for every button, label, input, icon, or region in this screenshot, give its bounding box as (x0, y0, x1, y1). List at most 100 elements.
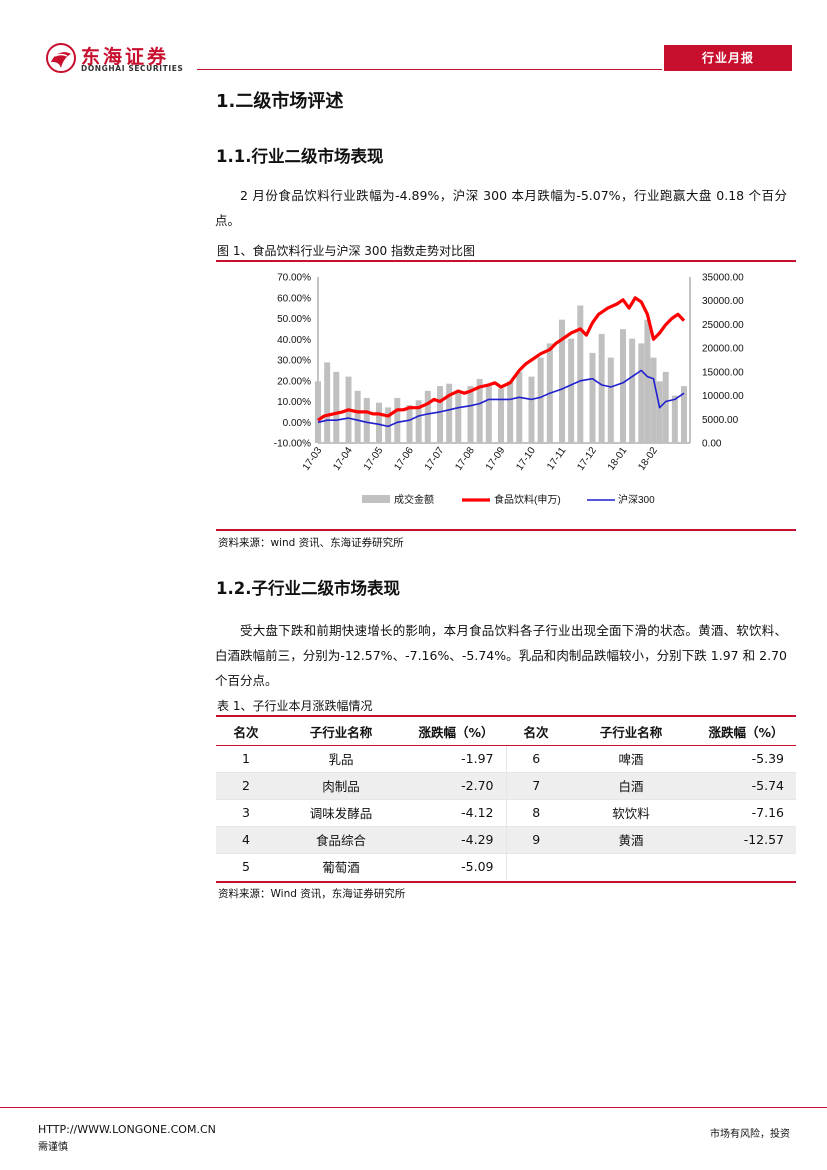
table-row: 4 食品综合 -4.29 9 黄酒 -12.57 (216, 826, 796, 854)
volume-bar (498, 388, 504, 443)
change-cell (696, 853, 796, 880)
change-cell: -1.97 (406, 745, 507, 773)
volume-bar (650, 357, 657, 443)
volume-bar (620, 329, 626, 443)
y-left-tick-label: 10.00% (277, 397, 311, 408)
table-header-cell: 涨跌幅（%） (696, 718, 796, 746)
table-header-cell: 涨跌幅（%） (406, 718, 506, 746)
table-row: 3 调味发酵品 -4.12 8 软饮料 -7.16 (216, 799, 796, 827)
section-title: 1.二级市场评述 (216, 91, 344, 112)
subindustry-cell: 啤酒 (566, 745, 696, 773)
legend-hs300-label: 沪深300 (618, 493, 655, 506)
y-right-tick-label: 30000.00 (702, 296, 744, 307)
x-tick-label: 17-04 (331, 445, 355, 473)
x-tick-label: 17-12 (575, 445, 599, 473)
volume-bar (376, 402, 382, 443)
y-right-tick-label: 15000.00 (702, 367, 744, 378)
table-header-cell: 名次 (216, 718, 276, 746)
rank-cell: 9 (506, 826, 566, 854)
volume-bar (537, 357, 544, 443)
footer-url-link[interactable]: HTTP://WWW.LONGONE.COM.CN (38, 1123, 216, 1136)
subindustry-cell: 黄酒 (566, 826, 696, 854)
volume-bar (315, 381, 321, 443)
hs300-line (317, 369, 685, 428)
table-header-cell: 名次 (506, 718, 566, 746)
x-tick-label: 17-06 (392, 445, 416, 473)
volume-bar (467, 386, 474, 443)
rank-cell: 4 (216, 826, 276, 854)
y-right-tick-label: 10000.00 (702, 391, 744, 402)
table-caption: 表 1、子行业本月涨跌幅情况 (217, 699, 373, 713)
table-row: 2 肉制品 -2.70 7 白酒 -5.74 (216, 772, 796, 800)
report-type-badge: 行业月报 (664, 45, 792, 71)
change-cell: -5.74 (696, 772, 796, 800)
volume-bar (394, 397, 401, 443)
volume-bar (528, 376, 535, 443)
volume-bar (638, 343, 645, 443)
y-right-tick-label: 35000.00 (702, 273, 744, 284)
volume-bar (446, 383, 453, 443)
figure-bottom-rule (216, 529, 796, 531)
paragraph-1-2: 受大盘下跌和前期快速增长的影响，本月食品饮料各子行业出现全面下滑的状态。黄酒、软… (215, 623, 787, 688)
rank-cell: 1 (216, 745, 276, 773)
legend-food-label: 食品饮料(申万) (494, 493, 561, 506)
subindustry-cell: 乳品 (276, 745, 406, 773)
rank-cell: 3 (216, 799, 276, 827)
volume-bar (437, 386, 443, 443)
x-tick-label: 17-11 (545, 445, 569, 472)
y-left-tick-label: 30.00% (277, 356, 311, 367)
table-bottom-rule (216, 881, 796, 883)
y-right-tick-label: 20000.00 (702, 344, 744, 355)
y-right-tick-label: 25000.00 (702, 320, 744, 331)
table-header-cell: 子行业名称 (566, 718, 696, 746)
volume-bar (607, 357, 614, 443)
y-left-tick-label: 70.00% (277, 273, 311, 284)
change-cell: -7.16 (696, 799, 796, 827)
volume-bar (354, 390, 361, 443)
table-source: 资料来源：Wind 资讯，东海证券研究所 (218, 888, 406, 900)
y-left-tick-label: 40.00% (277, 335, 311, 346)
volume-bar (507, 381, 514, 443)
volume-bar (324, 362, 331, 443)
volume-bar (589, 352, 596, 443)
change-cell: -5.39 (696, 745, 796, 773)
x-tick-label: 18-01 (606, 445, 630, 473)
volume-bar (333, 371, 340, 443)
x-tick-label: 17-10 (514, 445, 538, 473)
volume-bar (363, 397, 370, 443)
y-left-tick-label: 0.00% (283, 418, 311, 429)
figure-top-rule (216, 260, 796, 262)
table-row: 5 葡萄酒 -5.09 (216, 853, 796, 880)
company-logo: 东海证券 DONGHAI SECURITIES (45, 42, 195, 78)
volume-bar (671, 395, 678, 443)
subindustry-cell (566, 853, 696, 880)
x-tick-label: 17-05 (362, 445, 386, 473)
subindustry-cell: 葡萄酒 (322, 860, 360, 876)
volume-bar (476, 378, 483, 443)
x-tick-label: 17-09 (484, 445, 508, 473)
subindustry-table: 名次 子行业名称 涨跌幅（%） 名次 子行业名称 涨跌幅（%） 1 乳品 -1.97… (216, 718, 796, 880)
table-top-rule (216, 715, 796, 717)
change-cell: -2.70 (406, 772, 507, 800)
rank-cell (506, 853, 566, 880)
volume-bar (681, 386, 687, 443)
paragraph-1-1: 2 月份食品饮料行业跌幅为-4.89%，沪深 300 本月跌幅为-5.07%，行… (215, 188, 787, 228)
rank-cell: 2 (216, 772, 276, 800)
footer-risk-note-continued: 需谨慎 (38, 1142, 68, 1153)
legend-volume-swatch (362, 495, 390, 503)
subindustry-cell: 白酒 (566, 772, 696, 800)
x-tick-label: 17-08 (453, 445, 477, 473)
y-right-tick-label: 5000.00 (702, 415, 739, 426)
change-cell: -4.12 (406, 799, 507, 827)
volume-bar (424, 390, 431, 443)
volume-bar (577, 305, 584, 443)
volume-bar (644, 319, 651, 443)
subindustry-cell: 肉制品 (276, 772, 406, 800)
volume-bar (568, 338, 575, 443)
subindustry-cell: 调味发酵品 (276, 799, 406, 827)
rank-cell: 6 (506, 745, 566, 773)
change-cell: -4.29 (406, 826, 507, 854)
rank-cell: 8 (506, 799, 566, 827)
volume-bar (598, 333, 605, 443)
y-left-tick-label: 20.00% (277, 376, 311, 387)
